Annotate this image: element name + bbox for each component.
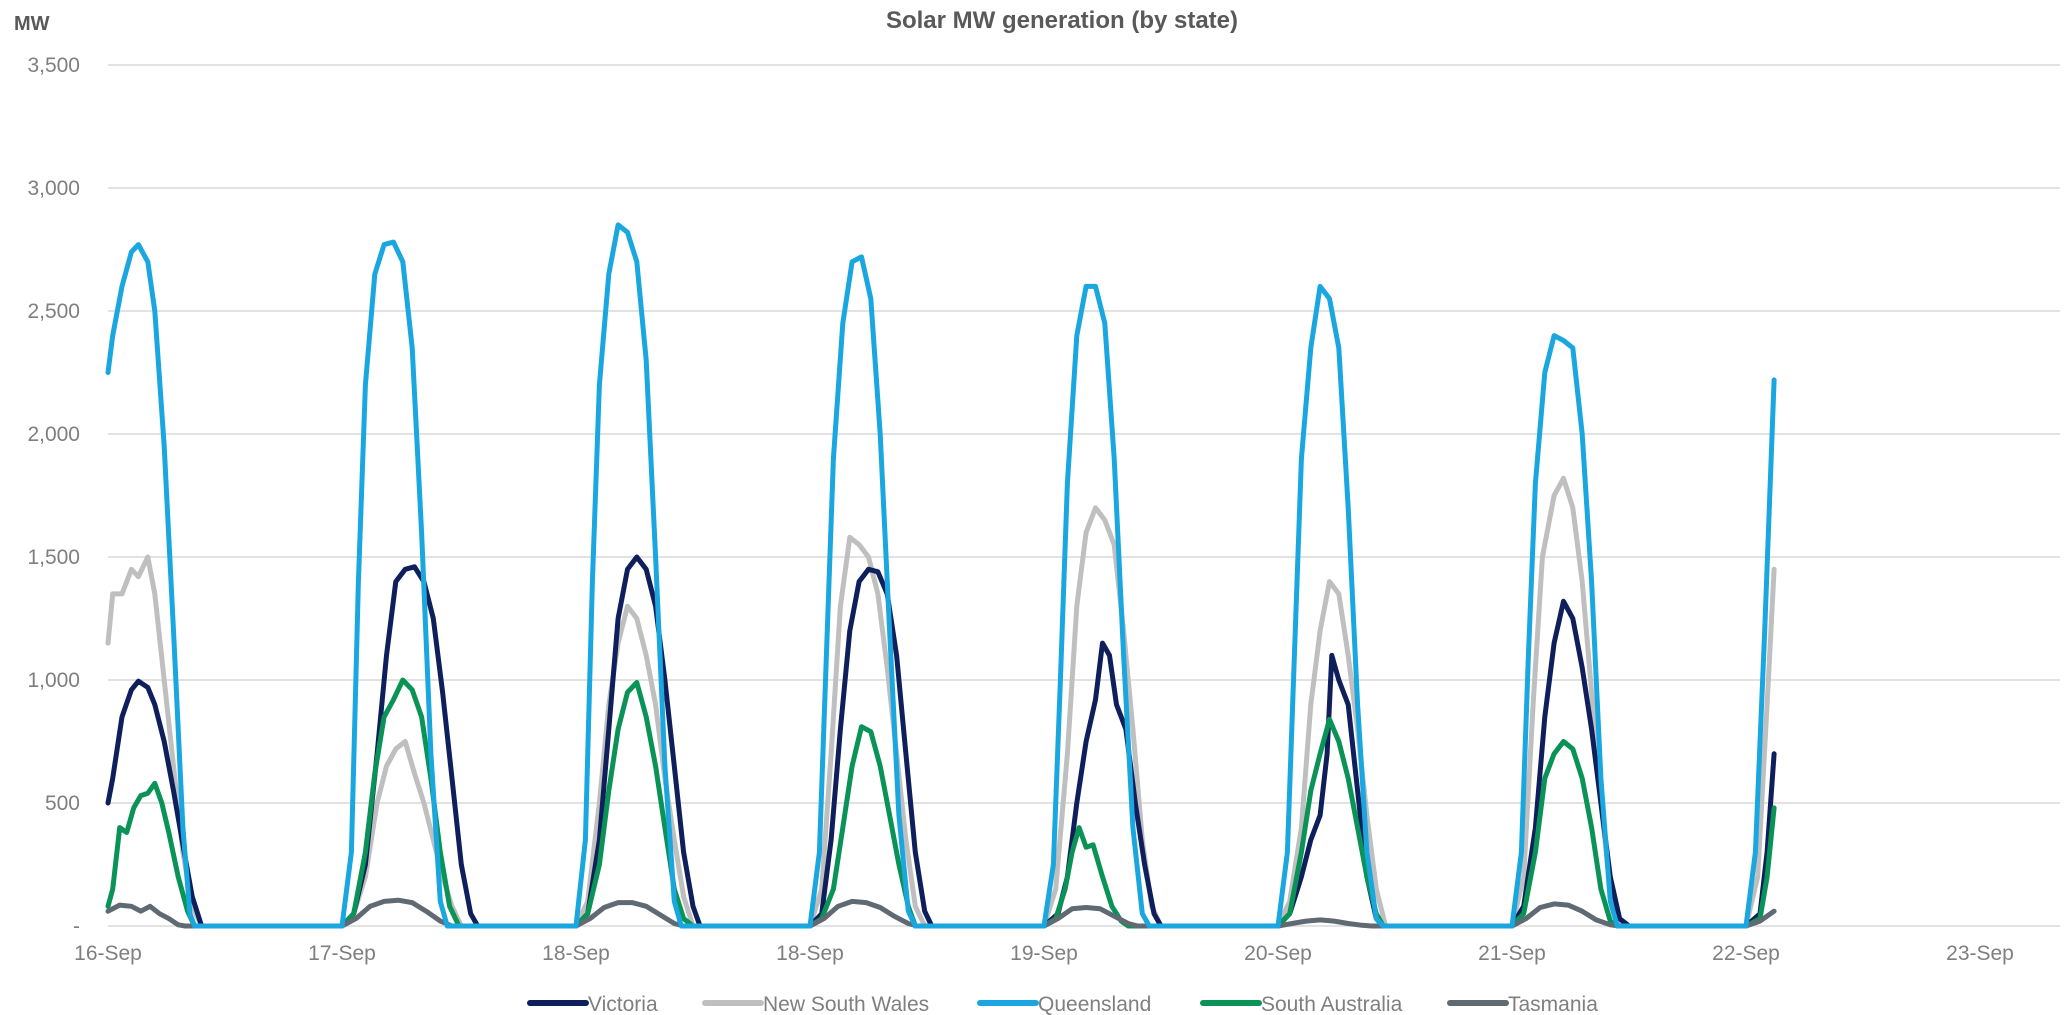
- y-tick-label: 3,500: [27, 54, 80, 77]
- legend-label-victoria: Victoria: [588, 993, 658, 1015]
- x-tick-label: 22-Sep: [1712, 942, 1780, 965]
- x-tick-label: 21-Sep: [1478, 942, 1546, 965]
- y-tick-label: 2,500: [27, 300, 80, 323]
- legend-label-south-australia: South Australia: [1261, 993, 1403, 1015]
- y-tick-label: -: [73, 915, 80, 938]
- x-tick-label: 16-Sep: [74, 942, 142, 965]
- x-tick-label: 19-Sep: [1010, 942, 1078, 965]
- legend-label-queensland: Queensland: [1038, 993, 1151, 1015]
- y-tick-label: 2,000: [27, 423, 80, 446]
- y-tick-label: 1,000: [27, 669, 80, 692]
- y-axis-unit-label: MW: [14, 13, 50, 35]
- chart-title: Solar MW generation (by state): [886, 7, 1238, 34]
- x-tick-label: 18-Sep: [542, 942, 610, 965]
- legend: Victoria New South Wales Queensland South A…: [527, 993, 1598, 1015]
- series-line-tasmania: [105, 897, 1777, 929]
- series-line-queensland: [105, 222, 1777, 929]
- y-tick-label: 500: [45, 792, 80, 815]
- y-axis-ticks: - 500 1,000 1,500 2,000 2,500 3,000 3,500: [27, 54, 80, 938]
- x-tick-label: 18-Sep: [776, 942, 844, 965]
- y-tick-label: 1,500: [27, 546, 80, 569]
- legend-label-new-south-wales: New South Wales: [763, 993, 929, 1015]
- x-tick-label: 20-Sep: [1244, 942, 1312, 965]
- legend-label-tasmania: Tasmania: [1508, 993, 1598, 1015]
- gridlines: [108, 64, 2060, 927]
- x-axis-ticks: 16-Sep 17-Sep 18-Sep 18-Sep 19-Sep 20-Sep 21-S…: [74, 942, 2014, 965]
- series-lines: [105, 222, 1777, 929]
- x-tick-label: 17-Sep: [308, 942, 376, 965]
- x-tick-label: 23-Sep: [1946, 942, 2014, 965]
- y-tick-label: 3,000: [27, 177, 80, 200]
